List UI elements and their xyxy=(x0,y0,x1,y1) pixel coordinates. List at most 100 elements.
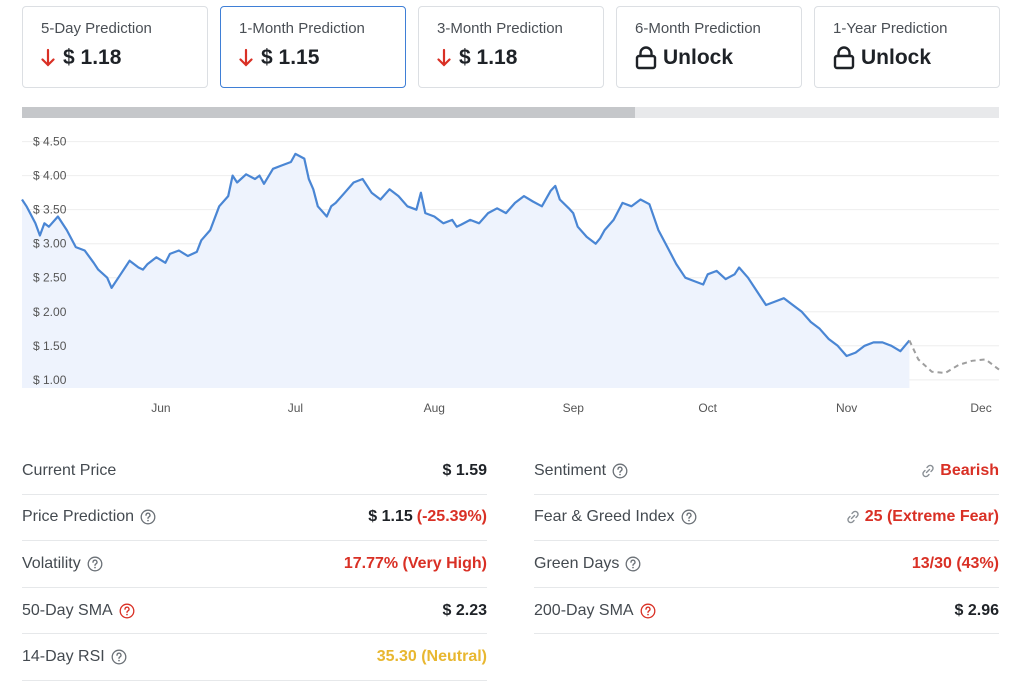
card-label: 6-Month Prediction xyxy=(635,20,761,37)
stat-row: Price Prediction $ 1.15 (-25.39%) xyxy=(22,495,487,542)
x-tick-label: Sep xyxy=(563,401,585,415)
stat-value-group: Bearish xyxy=(920,462,999,480)
x-tick-label: Dec xyxy=(970,401,991,415)
price-area-fill xyxy=(22,153,910,388)
card-value: $ 1.15 xyxy=(261,46,320,69)
card-value-row: Unlock xyxy=(635,44,801,72)
x-tick-label: Aug xyxy=(424,401,445,415)
link-icon[interactable] xyxy=(920,463,936,479)
card-3-month-prediction[interactable]: 3-Month Prediction $ 1.18 xyxy=(418,6,604,88)
stat-value: $ 1.59 xyxy=(442,461,487,479)
stat-value-group: 17.77% (Very High) xyxy=(344,555,487,573)
stat-value: 25 (Extreme Fear) xyxy=(864,508,999,526)
stat-value: $ 1.15 xyxy=(368,508,413,526)
stats-table: Current Price $ 1.59 Price Prediction $ 1.1… xyxy=(22,448,999,681)
stat-row: Fear & Greed Index 25 (Extreme Fear) xyxy=(534,495,999,542)
stat-row: 50-Day SMA $ 2.23 xyxy=(22,588,487,635)
stat-value-group: $ 2.96 xyxy=(955,602,999,620)
x-tick-label: Nov xyxy=(836,401,857,415)
card-value: $ 1.18 xyxy=(459,46,518,69)
stat-label: Current Price xyxy=(22,461,117,479)
help-icon[interactable] xyxy=(625,556,641,572)
price-history-line xyxy=(21,152,911,358)
card-value: $ 1.18 xyxy=(63,46,122,69)
card-label: 5-Day Prediction xyxy=(41,20,152,37)
down-arrow-icon xyxy=(239,48,253,68)
stat-row: 14-Day RSI 35.30 (Neutral) xyxy=(22,634,487,681)
price-chart: $ 4.50 $ 4.00 $ 3.50 $ 3.00 $ 2.50 $ 2.00 $ 1.… xyxy=(21,135,1000,415)
help-icon[interactable] xyxy=(612,463,628,479)
stat-label: Sentiment xyxy=(534,461,607,479)
help-icon[interactable] xyxy=(111,649,127,665)
lock-icon xyxy=(635,46,657,70)
card-label: 1-Year Prediction xyxy=(833,20,948,37)
stat-value: 17.77% (Very High) xyxy=(343,554,487,572)
y-tick-label: $ 1.50 xyxy=(33,339,67,353)
stat-value: $ 2.96 xyxy=(954,601,999,619)
down-arrow-icon xyxy=(437,48,451,68)
stat-value: 13/30 (43%) xyxy=(911,554,999,572)
help-icon[interactable] xyxy=(119,603,135,619)
stat-value-group: 25 (Extreme Fear) xyxy=(845,508,999,526)
card-label: 1-Month Prediction xyxy=(239,20,365,37)
y-tick-label: $ 1.00 xyxy=(33,373,67,387)
stat-row: Green Days 13/30 (43%) xyxy=(534,541,999,588)
stat-label: 200-Day SMA xyxy=(534,601,634,619)
stat-value-group: $ 1.59 xyxy=(443,462,487,480)
card-1-month-prediction[interactable]: 1-Month Prediction $ 1.15 xyxy=(220,6,406,88)
card-value: Unlock xyxy=(663,46,734,69)
link-icon[interactable] xyxy=(845,509,861,525)
lock-icon xyxy=(833,46,855,70)
stat-value-group: $ 1.15 (-25.39%) xyxy=(368,508,487,526)
y-tick-label: $ 2.00 xyxy=(33,305,67,319)
stat-label-group: Sentiment xyxy=(534,462,628,480)
stat-label-group: Current Price xyxy=(22,462,116,480)
card-value: Unlock xyxy=(861,46,932,69)
x-tick-label: Jun xyxy=(151,401,170,415)
x-tick-label: Jul xyxy=(288,401,303,415)
range-progress-bar xyxy=(22,107,999,118)
stat-label-group: Price Prediction xyxy=(22,508,156,526)
stat-value-group: 35.30 (Neutral) xyxy=(377,648,487,666)
stats-left-column: Current Price $ 1.59 Price Prediction $ 1.1… xyxy=(22,448,487,681)
stat-value-group: 13/30 (43%) xyxy=(912,555,999,573)
stats-right-column: Sentiment Bearish Fear & Greed Index 25 (Ex… xyxy=(534,448,999,681)
prediction-cards: 5-Day Prediction $ 1.18 1-Month Predicti… xyxy=(22,6,1000,88)
stat-value: $ 2.23 xyxy=(442,601,487,619)
stat-label: 50-Day SMA xyxy=(22,601,113,619)
y-tick-label: $ 3.00 xyxy=(33,237,67,251)
stat-row: Current Price $ 1.59 xyxy=(22,448,487,495)
price-forecast-line xyxy=(908,339,1000,375)
help-icon[interactable] xyxy=(640,603,656,619)
help-icon[interactable] xyxy=(681,509,697,525)
down-arrow-icon xyxy=(41,48,55,68)
stat-value-change: (-25.39%) xyxy=(416,508,487,526)
card-1-year-prediction[interactable]: 1-Year Prediction Unlock xyxy=(814,6,1000,88)
card-value-row: Unlock xyxy=(833,44,999,72)
stat-value-group: $ 2.23 xyxy=(443,602,487,620)
stat-row: Sentiment Bearish xyxy=(534,448,999,495)
stat-label-group: 50-Day SMA xyxy=(22,602,135,620)
stat-label-group: Volatility xyxy=(22,555,103,573)
stat-row: 200-Day SMA $ 2.96 xyxy=(534,588,999,635)
card-value-row: $ 1.18 xyxy=(41,44,207,72)
range-progress-fill xyxy=(22,107,635,118)
stat-value: 35.30 (Neutral) xyxy=(376,648,487,666)
card-value-row: $ 1.18 xyxy=(437,44,603,72)
help-icon[interactable] xyxy=(140,509,156,525)
stat-value: Bearish xyxy=(940,461,999,479)
stat-label: Volatility xyxy=(22,554,81,572)
card-5-day-prediction[interactable]: 5-Day Prediction $ 1.18 xyxy=(22,6,208,88)
card-6-month-prediction[interactable]: 6-Month Prediction Unlock xyxy=(616,6,802,88)
help-icon[interactable] xyxy=(87,556,103,572)
stat-row: Volatility 17.77% (Very High) xyxy=(22,541,487,588)
stat-label-group: 14-Day RSI xyxy=(22,648,127,666)
stat-label: Fear & Greed Index xyxy=(534,508,675,526)
stat-label: Green Days xyxy=(534,554,620,572)
x-tick-label: Oct xyxy=(698,401,717,415)
card-label: 3-Month Prediction xyxy=(437,20,563,37)
y-tick-label: $ 4.50 xyxy=(33,135,67,149)
stat-label-group: 200-Day SMA xyxy=(534,602,656,620)
card-value-row: $ 1.15 xyxy=(239,44,405,72)
stat-label-group: Fear & Greed Index xyxy=(534,508,697,526)
